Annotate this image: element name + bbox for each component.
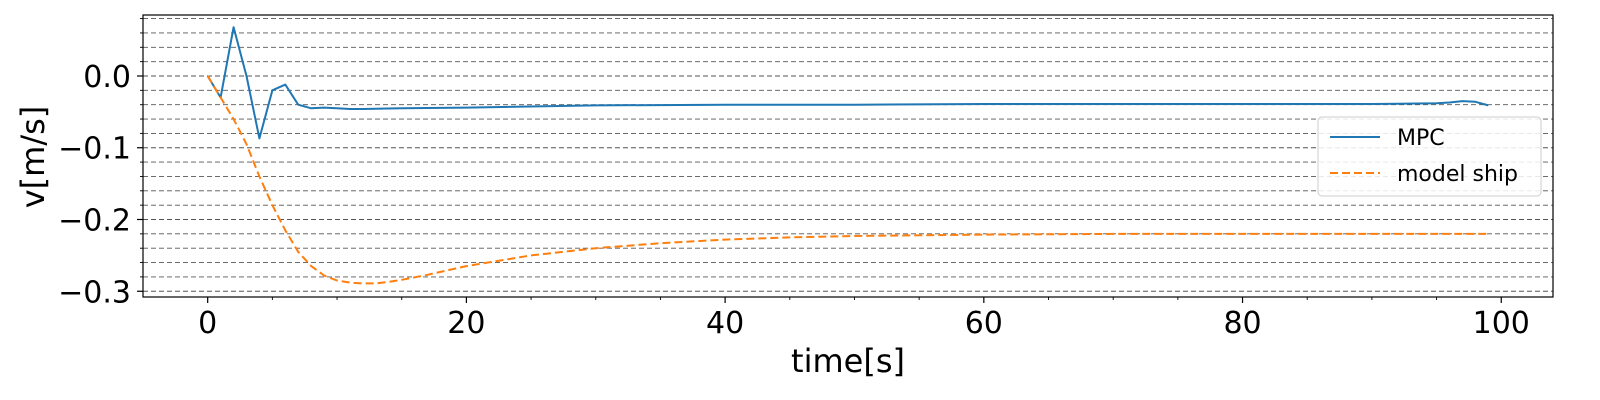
y-axis-label: v[m/s] — [14, 106, 52, 209]
y-tick-label: −0.1 — [58, 132, 131, 167]
x-tick-label: 60 — [965, 306, 1003, 341]
x-axis-label: time[s] — [791, 342, 905, 380]
legend-label-model-ship: model ship — [1397, 162, 1518, 187]
grid-lines — [143, 18, 1553, 292]
series-line-mpc — [206, 26, 1489, 140]
y-tick-label: −0.3 — [58, 275, 131, 310]
series-lines — [206, 26, 1489, 285]
x-tick-label: 100 — [1473, 306, 1530, 341]
plot-frame — [142, 14, 1554, 298]
series-line-model-ship — [206, 75, 1489, 285]
legend: MPC model ship — [1317, 116, 1542, 197]
x-tick-label: 40 — [706, 306, 744, 341]
y-tick-label: −0.2 — [58, 204, 131, 239]
x-tick-label: 0 — [198, 306, 217, 341]
x-tick-label: 20 — [447, 306, 485, 341]
x-tick-label: 80 — [1223, 306, 1261, 341]
legend-label-mpc: MPC — [1397, 126, 1445, 151]
y-tick-label: 0.0 — [83, 60, 131, 95]
axis-ticks: 0 20 40 60 80 100 0.0 −0.1 −0.2 −0.3 — [58, 18, 1530, 341]
